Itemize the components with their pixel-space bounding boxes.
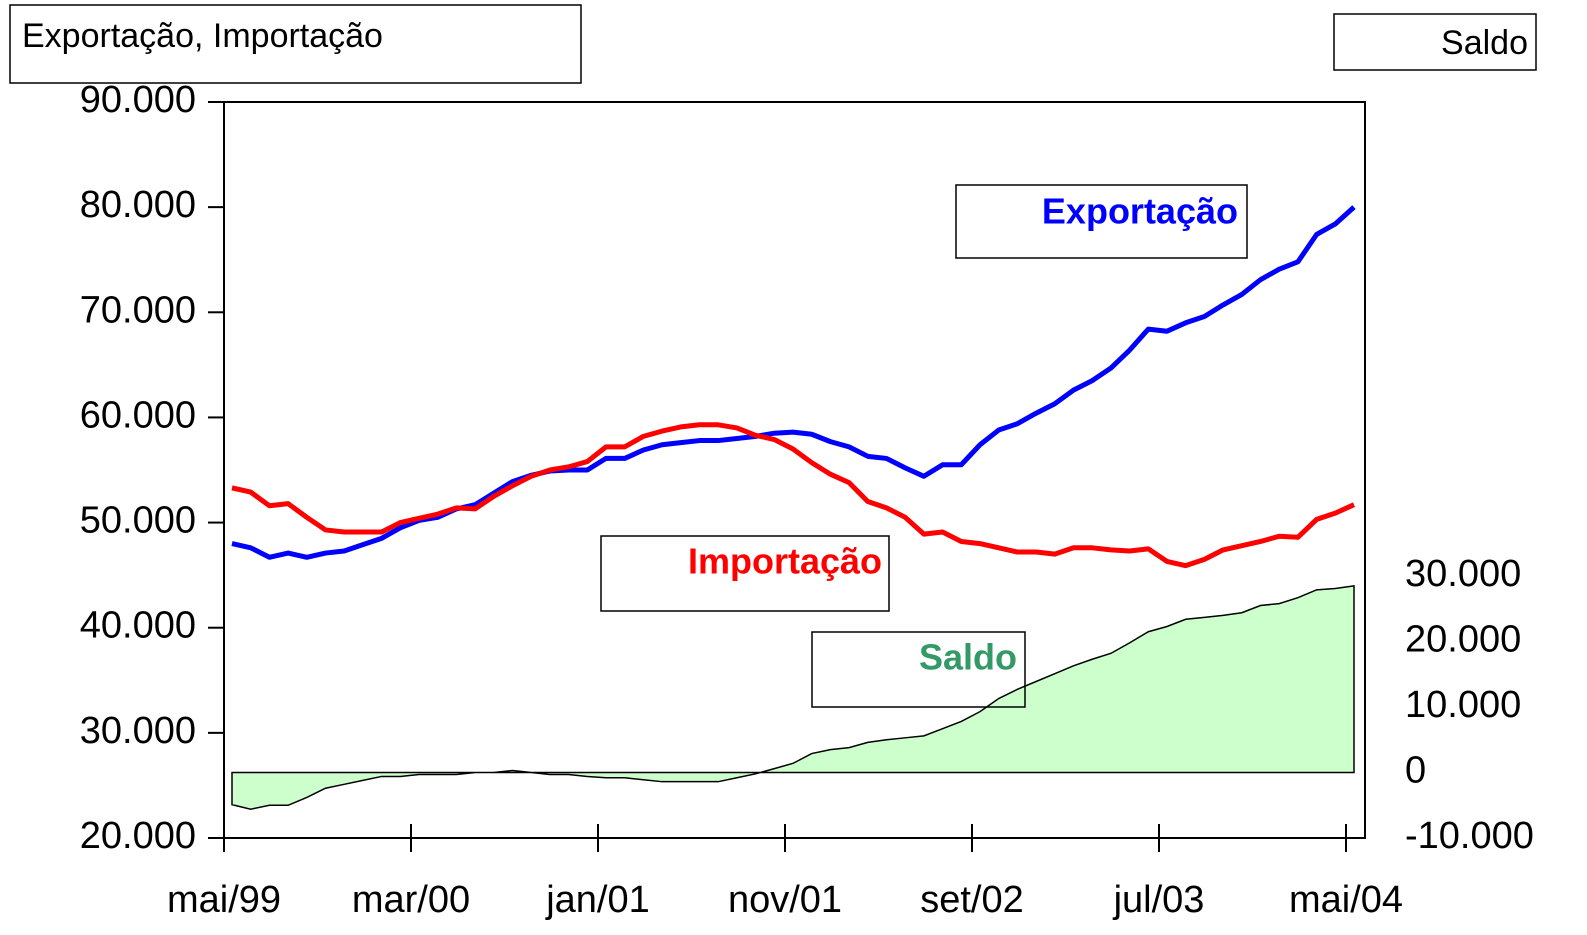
- y2-title-box: [1333, 13, 1537, 71]
- legend-label: Importação: [688, 541, 882, 582]
- y2-tick-label: -10.000: [1405, 815, 1534, 857]
- saldo-area: [231, 585, 1355, 810]
- y2-tick-label: 20.000: [1405, 619, 1521, 661]
- marks: [231, 205, 1356, 810]
- series-line: [231, 205, 1356, 560]
- y2-axis-title: Saldo: [1441, 24, 1528, 62]
- y2-tick-label: 10.000: [1405, 684, 1521, 726]
- y-tick-label: 80.000: [80, 184, 196, 226]
- y-tick-label: 70.000: [80, 289, 196, 331]
- x-tick-label: mai/99: [167, 879, 281, 921]
- x-tick-label: mai/04: [1289, 879, 1403, 921]
- y-title-box: [9, 4, 582, 84]
- x-tick-label: mar/00: [352, 879, 470, 921]
- x-tick-label: set/02: [920, 879, 1024, 921]
- y-tick-label: 60.000: [80, 394, 196, 436]
- legend-box: [811, 631, 1026, 708]
- y-tick-label: 40.000: [80, 605, 196, 647]
- y2-tick-label: 0: [1405, 750, 1426, 792]
- y-tick-label: 50.000: [80, 500, 196, 542]
- y-tick-label: 90.000: [80, 79, 196, 121]
- x-tick-label: jul/03: [1113, 879, 1205, 921]
- legend-box: [955, 184, 1248, 259]
- legend-label: Saldo: [919, 637, 1017, 678]
- y2-tick-label: 30.000: [1405, 553, 1521, 595]
- legend-box: [600, 535, 890, 612]
- plot-frame: [223, 101, 1366, 839]
- x-tick-label: nov/01: [728, 879, 842, 921]
- legend-label: Exportação: [1042, 191, 1238, 232]
- series-line: [231, 422, 1356, 569]
- y-tick-label: 30.000: [80, 710, 196, 752]
- y-tick-label: 20.000: [80, 815, 196, 857]
- y-axis-title: Exportação, Importação: [22, 17, 383, 55]
- x-tick-label: jan/01: [545, 879, 650, 921]
